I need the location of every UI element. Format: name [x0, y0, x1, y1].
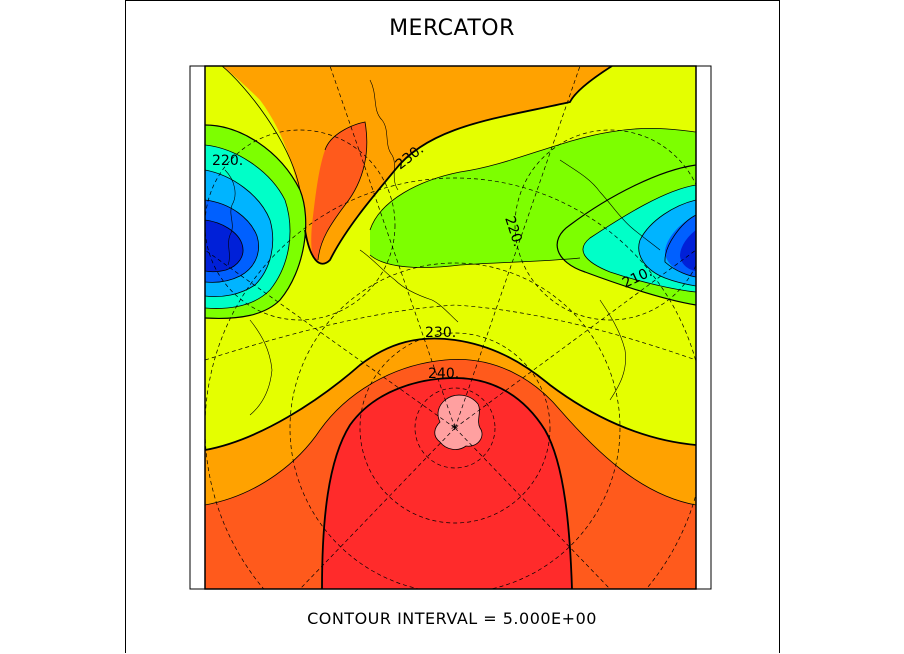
- meridian-6: [454, 427, 611, 589]
- fill-red-orange-north: [311, 122, 367, 261]
- coast-southwest: [249, 319, 273, 416]
- graticule-ring-3: [289, 262, 621, 589]
- parallel-mid: [205, 304, 696, 361]
- map-border: [204, 65, 697, 590]
- contour-red-orange-north: [317, 121, 368, 261]
- coast-southeast: [599, 299, 626, 401]
- pole-marker: *: [451, 422, 458, 438]
- contour-230-north: [304, 66, 613, 265]
- contour-east-4: [664, 214, 696, 278]
- contour-230-south: [205, 337, 696, 451]
- left-edge-strip: [189, 65, 206, 590]
- contour-label-230-south: 230.: [425, 325, 456, 341]
- fill-pink-high: [434, 395, 483, 450]
- fill-deep-red-core: [322, 378, 572, 589]
- meridian-3: [454, 66, 581, 429]
- contour-west-4: [205, 199, 259, 283]
- contour-green-north-edge: [369, 128, 696, 231]
- contour-east-2: [582, 184, 696, 293]
- fill-navy-west: [205, 220, 244, 272]
- meridian-4: [454, 249, 696, 429]
- coast-central: [359, 249, 459, 323]
- graticule-ring-2: [359, 332, 551, 524]
- graticule: [205, 66, 696, 589]
- coastlines: [224, 79, 661, 416]
- contour-east-3: [638, 199, 696, 287]
- contour-north-west: [221, 66, 301, 191]
- graticule-ring-west: [205, 129, 396, 321]
- contour-235-south: [205, 358, 696, 506]
- coast-north: [369, 79, 399, 191]
- contour-west-3: [205, 169, 274, 297]
- contour-west-2: [205, 144, 291, 309]
- contour-green-south-edge: [369, 254, 581, 268]
- graticule-ring-east: [514, 129, 696, 321]
- contour-lines: [205, 66, 696, 589]
- plot-frame: [125, 0, 780, 653]
- meridian-5: [299, 427, 456, 589]
- contour-east-outer: [556, 164, 696, 306]
- contour-west-5: [205, 219, 244, 273]
- graticule-ring-4: [205, 177, 696, 589]
- contour-interval-note: CONTOUR INTERVAL = 5.000E+00: [307, 609, 597, 628]
- graticule-ring-1: [414, 387, 496, 469]
- coast-east: [559, 159, 661, 251]
- contour-240: [321, 377, 573, 589]
- meridian-1: [205, 249, 456, 429]
- fill-navy-east: [680, 230, 696, 271]
- contour-label-220-west: 220.: [212, 153, 243, 169]
- right-edge-strip: [695, 65, 712, 590]
- map-title: MERCATOR: [389, 16, 515, 41]
- contour-pink-high: [434, 394, 483, 450]
- meridian-2: [329, 66, 456, 429]
- contour-label-240: 240.: [428, 366, 459, 382]
- coast-west: [224, 169, 236, 266]
